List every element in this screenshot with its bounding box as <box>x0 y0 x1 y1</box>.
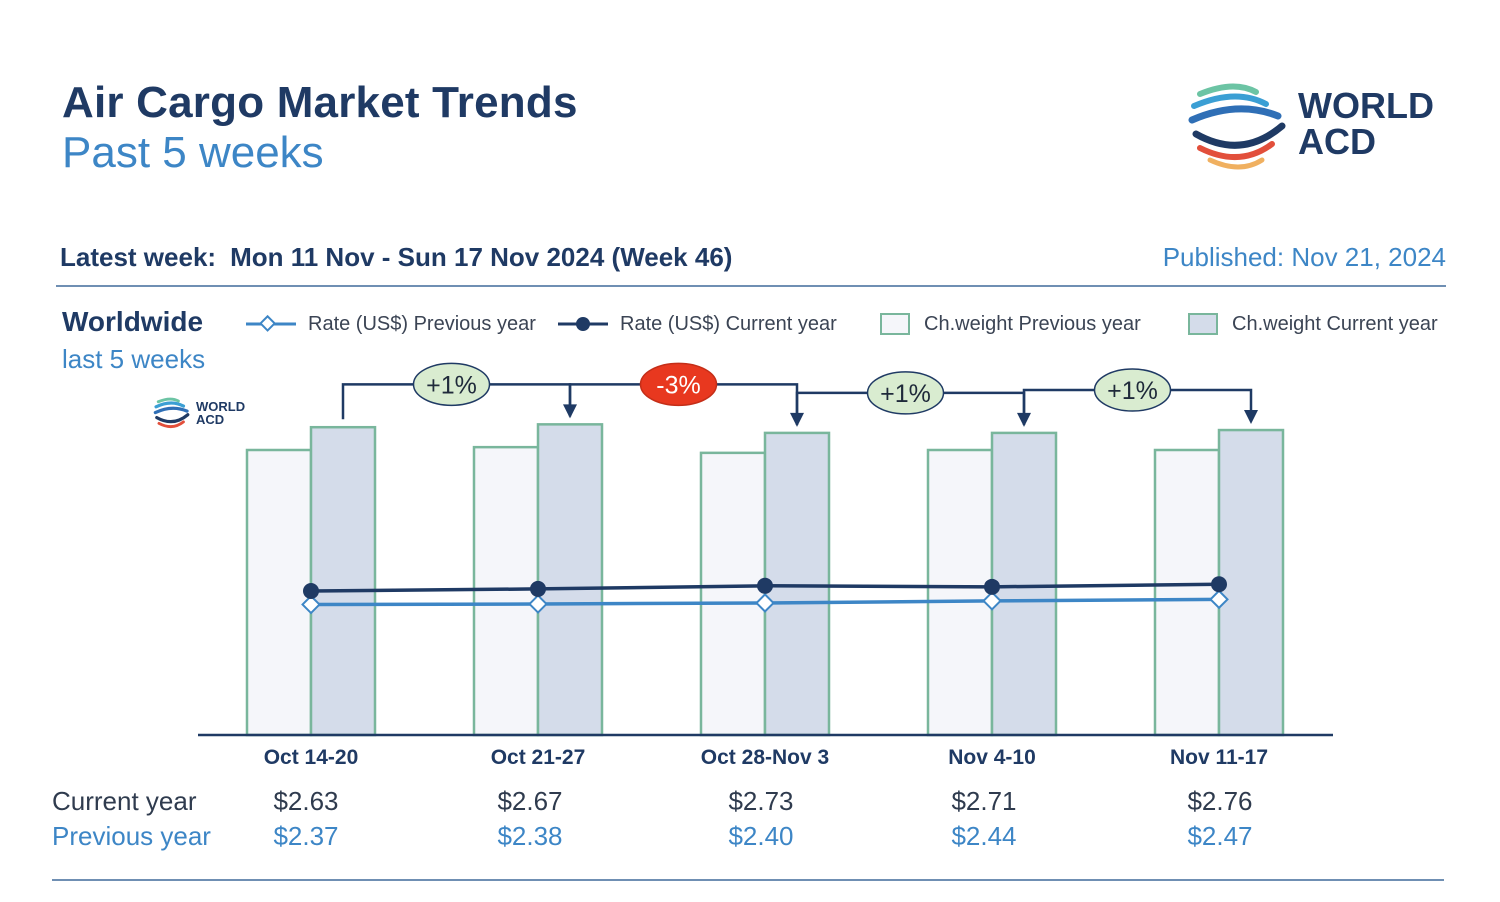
legend-box-current-icon <box>1188 313 1218 335</box>
point-rate-current <box>984 578 1000 595</box>
logo-wordmark: WORLD ACD <box>1298 88 1434 160</box>
bar-weight-current <box>536 423 604 737</box>
point-rate-previous <box>1209 589 1229 610</box>
region-title: Worldwide <box>62 306 204 337</box>
table-previous-value: $2.40 <box>728 821 794 851</box>
legend-weight-current-label: Ch.weight Current year <box>1232 312 1438 335</box>
bar-weight-current <box>1217 428 1285 737</box>
logo-line-2: ACD <box>1298 121 1376 162</box>
logo-swoosh-icon <box>1188 83 1286 170</box>
x-tick-label: Oct 28-Nov 3 <box>701 746 829 769</box>
point-rate-current <box>757 577 773 594</box>
logo-small-line-1: WORLD <box>196 399 246 414</box>
logo-small-swoosh-icon <box>153 397 190 429</box>
point-rate-previous <box>755 593 775 613</box>
x-tick-label: Nov 4-10 <box>948 746 1036 769</box>
change-badge <box>639 362 718 407</box>
change-badge-label: +1% <box>880 380 931 408</box>
change-badge <box>1093 368 1172 412</box>
legend-weight-previous-label: Ch.weight Previous year <box>924 312 1141 335</box>
table-previous-value: $2.44 <box>951 821 1017 851</box>
bar-weight-current <box>990 431 1058 737</box>
change-badge <box>866 371 945 415</box>
logo-small-wordmark: WORLD ACD <box>196 400 245 426</box>
point-rate-current <box>303 583 319 599</box>
table-current-label: Current year <box>52 786 197 816</box>
published-date: Published: Nov 21, 2024 <box>1162 242 1446 272</box>
x-tick-label: Oct 21-27 <box>491 746 586 769</box>
table-previous-value: $2.47 <box>1187 821 1253 851</box>
table-current-value: $2.67 <box>497 786 563 816</box>
page-title: Air Cargo Market Trends <box>62 78 578 127</box>
point-rate-current <box>1211 576 1227 593</box>
logo-small-line-2: ACD <box>196 412 225 427</box>
table-previous-label: Previous year <box>52 821 211 851</box>
legend-line-diamond-icon <box>246 314 296 332</box>
bar-weight-current <box>763 431 831 737</box>
page-subtitle: Past 5 weeks <box>62 128 324 177</box>
legend-rate-previous: Rate (US$) Previous year <box>246 310 536 338</box>
legend-weight-current: Ch.weight Current year <box>1188 310 1438 338</box>
world-acd-logo: WORLD ACD <box>1186 78 1456 178</box>
change-arrowhead <box>1244 410 1258 425</box>
change-badge <box>412 362 491 407</box>
legend-box-previous-icon <box>880 313 910 335</box>
bar-weight-previous <box>1153 448 1221 737</box>
bar-weight-current <box>309 425 377 737</box>
bar-weight-previous <box>245 448 313 737</box>
legend-rate-previous-label: Rate (US$) Previous year <box>308 312 536 335</box>
logo-line-1: WORLD <box>1298 85 1434 126</box>
table-previous-value: $2.38 <box>497 821 563 851</box>
point-rate-previous <box>982 590 1002 611</box>
x-tick-label: Oct 14-20 <box>264 746 359 769</box>
point-rate-current <box>530 580 546 597</box>
point-rate-previous <box>528 594 548 614</box>
change-badge-label: +1% <box>426 371 477 399</box>
latest-week-range: Mon 11 Nov - Sun 17 Nov 2024 (Week 46) <box>230 242 733 272</box>
legend-rate-current-label: Rate (US$) Current year <box>620 312 837 335</box>
legend-rate-current: Rate (US$) Current year <box>558 310 837 338</box>
region-period: last 5 weeks <box>62 344 206 374</box>
bar-weight-previous <box>699 451 767 737</box>
divider-bottom <box>52 879 1444 881</box>
change-badge-label: +1% <box>1107 377 1158 405</box>
world-acd-logo-small: WORLD ACD <box>152 396 262 432</box>
table-current-value: $2.76 <box>1187 786 1253 816</box>
table-current-value: $2.71 <box>951 786 1017 816</box>
table-current-value: $2.73 <box>728 786 794 816</box>
table-previous-value: $2.37 <box>273 821 339 851</box>
change-badge-label: -3% <box>656 371 700 399</box>
latest-week: Latest week: Mon 11 Nov - Sun 17 Nov 2024… <box>60 242 732 273</box>
legend-line-dot-icon <box>558 317 608 331</box>
legend-weight-previous: Ch.weight Previous year <box>880 310 1141 338</box>
x-tick-label: Nov 11-17 <box>1170 746 1268 769</box>
bar-weight-previous <box>926 448 994 737</box>
divider-top <box>56 285 1446 287</box>
point-rate-previous <box>301 594 321 615</box>
table-current-value: $2.63 <box>273 786 339 816</box>
latest-week-label: Latest week: <box>60 242 217 272</box>
